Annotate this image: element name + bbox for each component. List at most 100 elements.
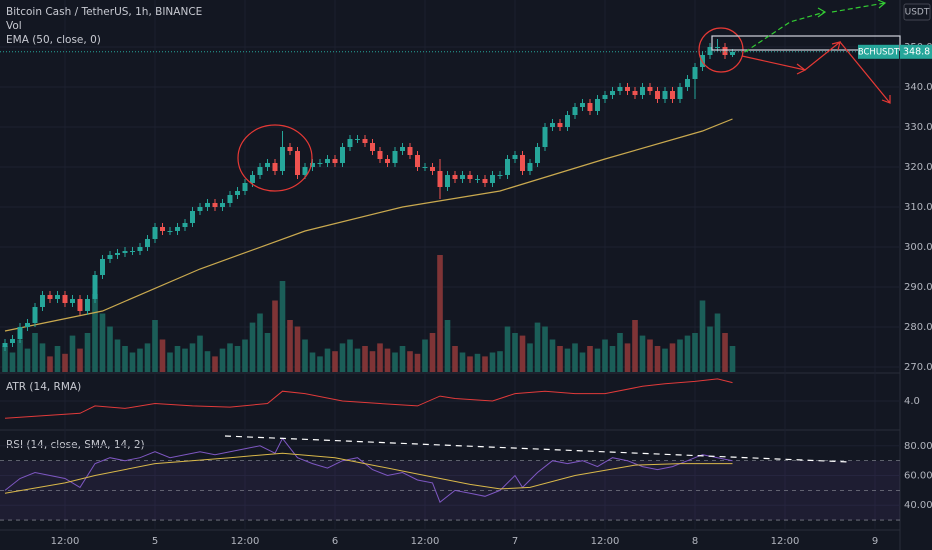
candle-body <box>377 151 383 159</box>
volume-bar <box>602 339 608 372</box>
volume-bar <box>137 348 143 372</box>
volume-bar <box>609 346 616 372</box>
candle-body <box>385 159 391 163</box>
candle-body <box>10 339 16 343</box>
volume-bar <box>669 343 676 372</box>
candle-body <box>655 91 661 99</box>
currency-button[interactable] <box>903 3 931 21</box>
x-tick-label: 12:00 <box>771 536 800 547</box>
candle-body <box>152 227 158 239</box>
volume-bar <box>294 326 301 372</box>
x-tick-label: 12:00 <box>591 536 620 547</box>
candle-body <box>85 299 91 311</box>
volume-bar <box>624 343 631 372</box>
indicator-title: ATR (14, RMA) <box>6 381 81 393</box>
candle-body <box>400 147 406 151</box>
volume-bar <box>249 322 256 372</box>
indicator-title: RSI (14, close, SMA, 14, 2) <box>6 439 145 451</box>
candle-body <box>422 167 428 168</box>
y-tick-label: 290.0 <box>904 282 932 293</box>
candle-body <box>212 203 218 207</box>
volume-label: Vol <box>6 20 22 32</box>
candle-body <box>370 143 376 151</box>
candle-body <box>167 231 173 232</box>
indicator-line <box>4 452 733 494</box>
candle-body <box>662 91 668 99</box>
volume-bar <box>302 339 308 372</box>
currency-label: USDT <box>905 8 930 18</box>
x-tick-label: 6 <box>332 536 338 547</box>
candle-body <box>355 139 361 140</box>
volume-bar <box>354 348 361 372</box>
candle-body <box>160 227 166 231</box>
volume-bar <box>564 348 571 372</box>
arrow-head <box>796 63 807 75</box>
volume-bar <box>99 313 106 372</box>
volume-bar <box>684 335 691 372</box>
candle-body <box>182 223 188 227</box>
volume-bar <box>54 346 61 372</box>
candle-body <box>115 253 121 255</box>
y-tick-label: 40.00 <box>904 500 932 511</box>
volume-bar <box>422 339 428 372</box>
volume-bar <box>444 320 451 372</box>
volume-bar <box>197 335 203 372</box>
volume-bar <box>572 343 578 372</box>
candle-body <box>565 115 571 127</box>
volume-bar <box>617 333 623 372</box>
candle-body <box>505 159 511 175</box>
volume-bar <box>497 351 503 372</box>
volume-bar <box>167 352 173 372</box>
candle-body <box>302 167 308 175</box>
candle-body <box>707 47 713 55</box>
volume-bar <box>272 300 278 372</box>
candle-body <box>265 163 271 167</box>
green-arrow <box>744 11 826 53</box>
ema-line <box>4 118 733 332</box>
y-tick-label: 330.0 <box>904 122 932 133</box>
candle-body <box>722 47 728 55</box>
candle-body <box>550 123 556 127</box>
volume-bar <box>279 281 286 372</box>
candle-body <box>437 171 443 187</box>
candle-body <box>407 147 413 155</box>
volume-bar <box>452 346 458 372</box>
volume-bar <box>639 335 646 372</box>
volume-bar <box>204 351 211 372</box>
candle-body <box>482 179 488 183</box>
candle-body <box>640 87 646 95</box>
volume-bar <box>714 313 721 372</box>
candle-body <box>692 67 698 79</box>
volume-bar <box>692 333 698 372</box>
volume-bar <box>174 346 181 372</box>
y-tick-label: 280.0 <box>904 322 932 333</box>
volume-bar <box>92 294 98 372</box>
candle-body <box>197 207 203 211</box>
price-tag-label: 348.8 <box>903 46 930 57</box>
x-tick-label: 8 <box>692 536 698 547</box>
x-tick-label: 12:00 <box>411 536 440 547</box>
price-tag <box>900 44 932 59</box>
candle-body <box>62 295 68 303</box>
volume-bar <box>594 348 601 372</box>
candle-body <box>70 299 76 303</box>
candle-body <box>47 295 53 299</box>
candle-body <box>272 163 278 171</box>
candle-body <box>460 175 466 179</box>
volume-bar <box>527 343 533 372</box>
volume-bar <box>122 346 128 372</box>
candle-body <box>535 147 541 163</box>
volume-bar <box>2 346 8 372</box>
volume-bar <box>332 351 338 372</box>
candle-body <box>287 147 293 151</box>
indicator-line <box>4 378 733 419</box>
volume-bar <box>152 320 158 372</box>
y-tick-label: 310.0 <box>904 202 932 213</box>
volume-bar <box>39 343 46 372</box>
candle-body <box>520 155 526 171</box>
candle-body <box>625 87 631 91</box>
candle-body <box>415 155 421 167</box>
volume-bar <box>519 335 526 372</box>
